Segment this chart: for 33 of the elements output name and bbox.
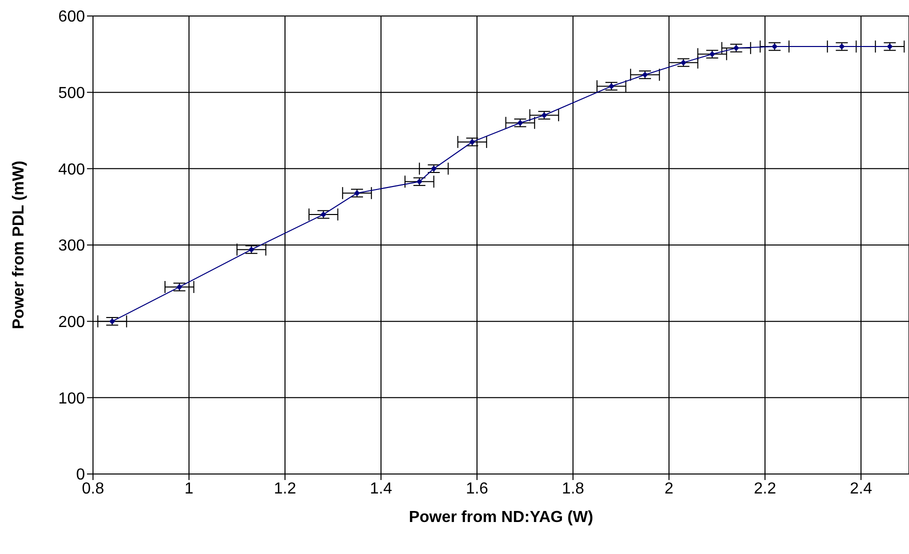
point — [709, 51, 716, 58]
point — [430, 166, 437, 172]
y-tick-label: 600 — [58, 8, 86, 26]
x-tick-label: 2.4 — [850, 480, 872, 498]
x-tick-label: 2 — [664, 480, 674, 498]
point — [416, 178, 422, 185]
x-tick-label: 1.8 — [562, 480, 584, 498]
y-axis-title: Power from PDL (mW) — [10, 160, 28, 330]
point — [109, 318, 116, 324]
x-tick-label: 2.2 — [754, 480, 776, 498]
point — [886, 44, 893, 50]
point — [541, 112, 548, 118]
point — [517, 120, 524, 126]
y-tick-label: 500 — [58, 85, 86, 102]
point — [248, 246, 254, 253]
point — [642, 72, 648, 78]
point — [354, 190, 360, 196]
point — [320, 211, 326, 218]
point — [176, 284, 182, 290]
y-tick-label: 300 — [58, 238, 86, 255]
point — [608, 83, 614, 90]
point — [838, 44, 845, 50]
x-tick-label: 1.4 — [370, 480, 392, 498]
y-tick-label: 100 — [58, 390, 86, 408]
x-tick-label: 1.6 — [466, 480, 488, 498]
point — [680, 60, 686, 66]
y-tick-label: 200 — [58, 314, 86, 332]
y-tick-label: 400 — [58, 161, 86, 178]
x-tick-label: 1.2 — [274, 480, 296, 498]
point — [733, 45, 740, 52]
x-axis-title: Power from ND:YAG (W) — [408, 509, 594, 526]
point — [469, 138, 476, 145]
x-tick-label: 1 — [184, 480, 194, 498]
